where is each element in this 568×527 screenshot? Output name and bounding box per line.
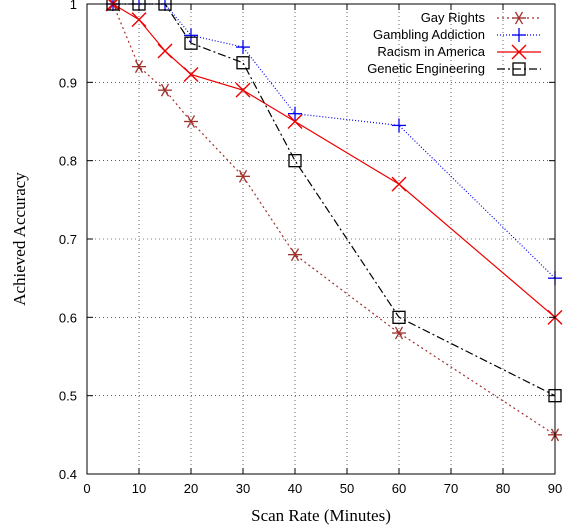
legend-entry: Racism in America — [377, 44, 541, 60]
x-tick-label: 20 — [184, 481, 198, 496]
series-line — [112, 3, 556, 436]
data-point — [392, 310, 406, 324]
y-tick-label: 0.9 — [59, 75, 77, 90]
series-line — [113, 3, 556, 279]
x-tick-label: 10 — [132, 481, 146, 496]
legend-marker — [512, 11, 526, 25]
legend-label: Gay Rights — [421, 10, 486, 25]
x-tick-label: 30 — [236, 481, 250, 496]
data-point — [288, 154, 302, 168]
x-tick-label: 50 — [340, 481, 354, 496]
x-tick-label: 40 — [288, 481, 302, 496]
data-point — [158, 83, 172, 97]
y-tick-label: 0.7 — [59, 232, 77, 247]
ticks: 0 10 20 30 40 50 60 70 80 90 0.4 0.5 0.6 0.7 0.8 0.9 1 — [59, 0, 562, 496]
data-point — [236, 40, 250, 55]
legend-entry: Gambling Addiction — [373, 27, 541, 42]
data-point — [392, 326, 406, 340]
data-point — [184, 28, 198, 43]
legend-entry: Gay Rights — [421, 10, 541, 25]
y-tick-label: 0.6 — [59, 310, 77, 325]
y-axis-title: Achieved Accuracy — [10, 172, 29, 306]
x-tick-label: 70 — [444, 481, 458, 496]
x-axis-title: Scan Rate (Minutes) — [251, 506, 391, 525]
x-tick-label: 80 — [496, 481, 510, 496]
legend-label: Gambling Addiction — [373, 27, 485, 42]
x-tick-label: 60 — [392, 481, 406, 496]
data-point — [288, 106, 302, 121]
y-tick-label: 0.5 — [59, 389, 77, 404]
data-point — [288, 248, 302, 262]
data-point — [236, 169, 250, 183]
legend-marker — [512, 62, 526, 76]
x-tick-label: 0 — [83, 481, 90, 496]
legend-marker — [511, 44, 527, 60]
legend-entry: Genetic Engineering — [367, 61, 541, 76]
data-point — [287, 114, 303, 129]
legend-marker — [512, 28, 526, 42]
data-point — [184, 36, 198, 50]
legend-label: Racism in America — [377, 44, 485, 59]
data-point — [235, 82, 251, 98]
series-1 — [106, 0, 562, 286]
data-point — [392, 118, 406, 133]
data-point — [184, 115, 198, 128]
series-0 — [106, 0, 562, 442]
data-point — [391, 176, 407, 192]
data-point — [131, 12, 147, 28]
data-point — [236, 56, 250, 70]
x-tick-label: 90 — [548, 481, 562, 496]
legend-label: Genetic Engineering — [367, 61, 485, 76]
data-point — [157, 43, 173, 59]
data-point — [183, 67, 199, 82]
y-tick-label: 0.4 — [59, 467, 77, 482]
y-tick-label: 1 — [70, 0, 77, 12]
series-layer — [105, 0, 563, 442]
y-tick-label: 0.8 — [59, 154, 77, 169]
series-2 — [105, 0, 563, 325]
legend: Gay Rights Gambling Addiction Racism in Am… — [367, 10, 541, 76]
data-point — [132, 60, 146, 74]
series-line — [113, 3, 556, 397]
